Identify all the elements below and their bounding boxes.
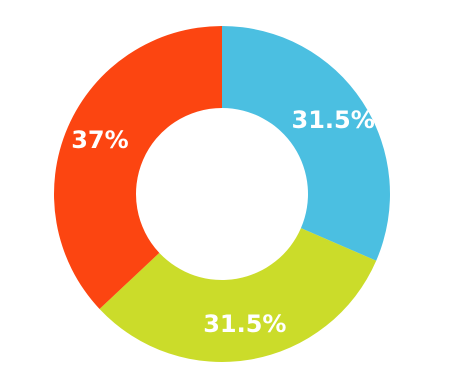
value-label: 31.5%	[203, 310, 286, 338]
value-label: 31.5%	[292, 106, 375, 134]
donut-segment	[222, 26, 391, 261]
donut-segment	[53, 26, 222, 310]
donut-segment	[99, 228, 377, 362]
value-label: 37%	[71, 126, 128, 154]
